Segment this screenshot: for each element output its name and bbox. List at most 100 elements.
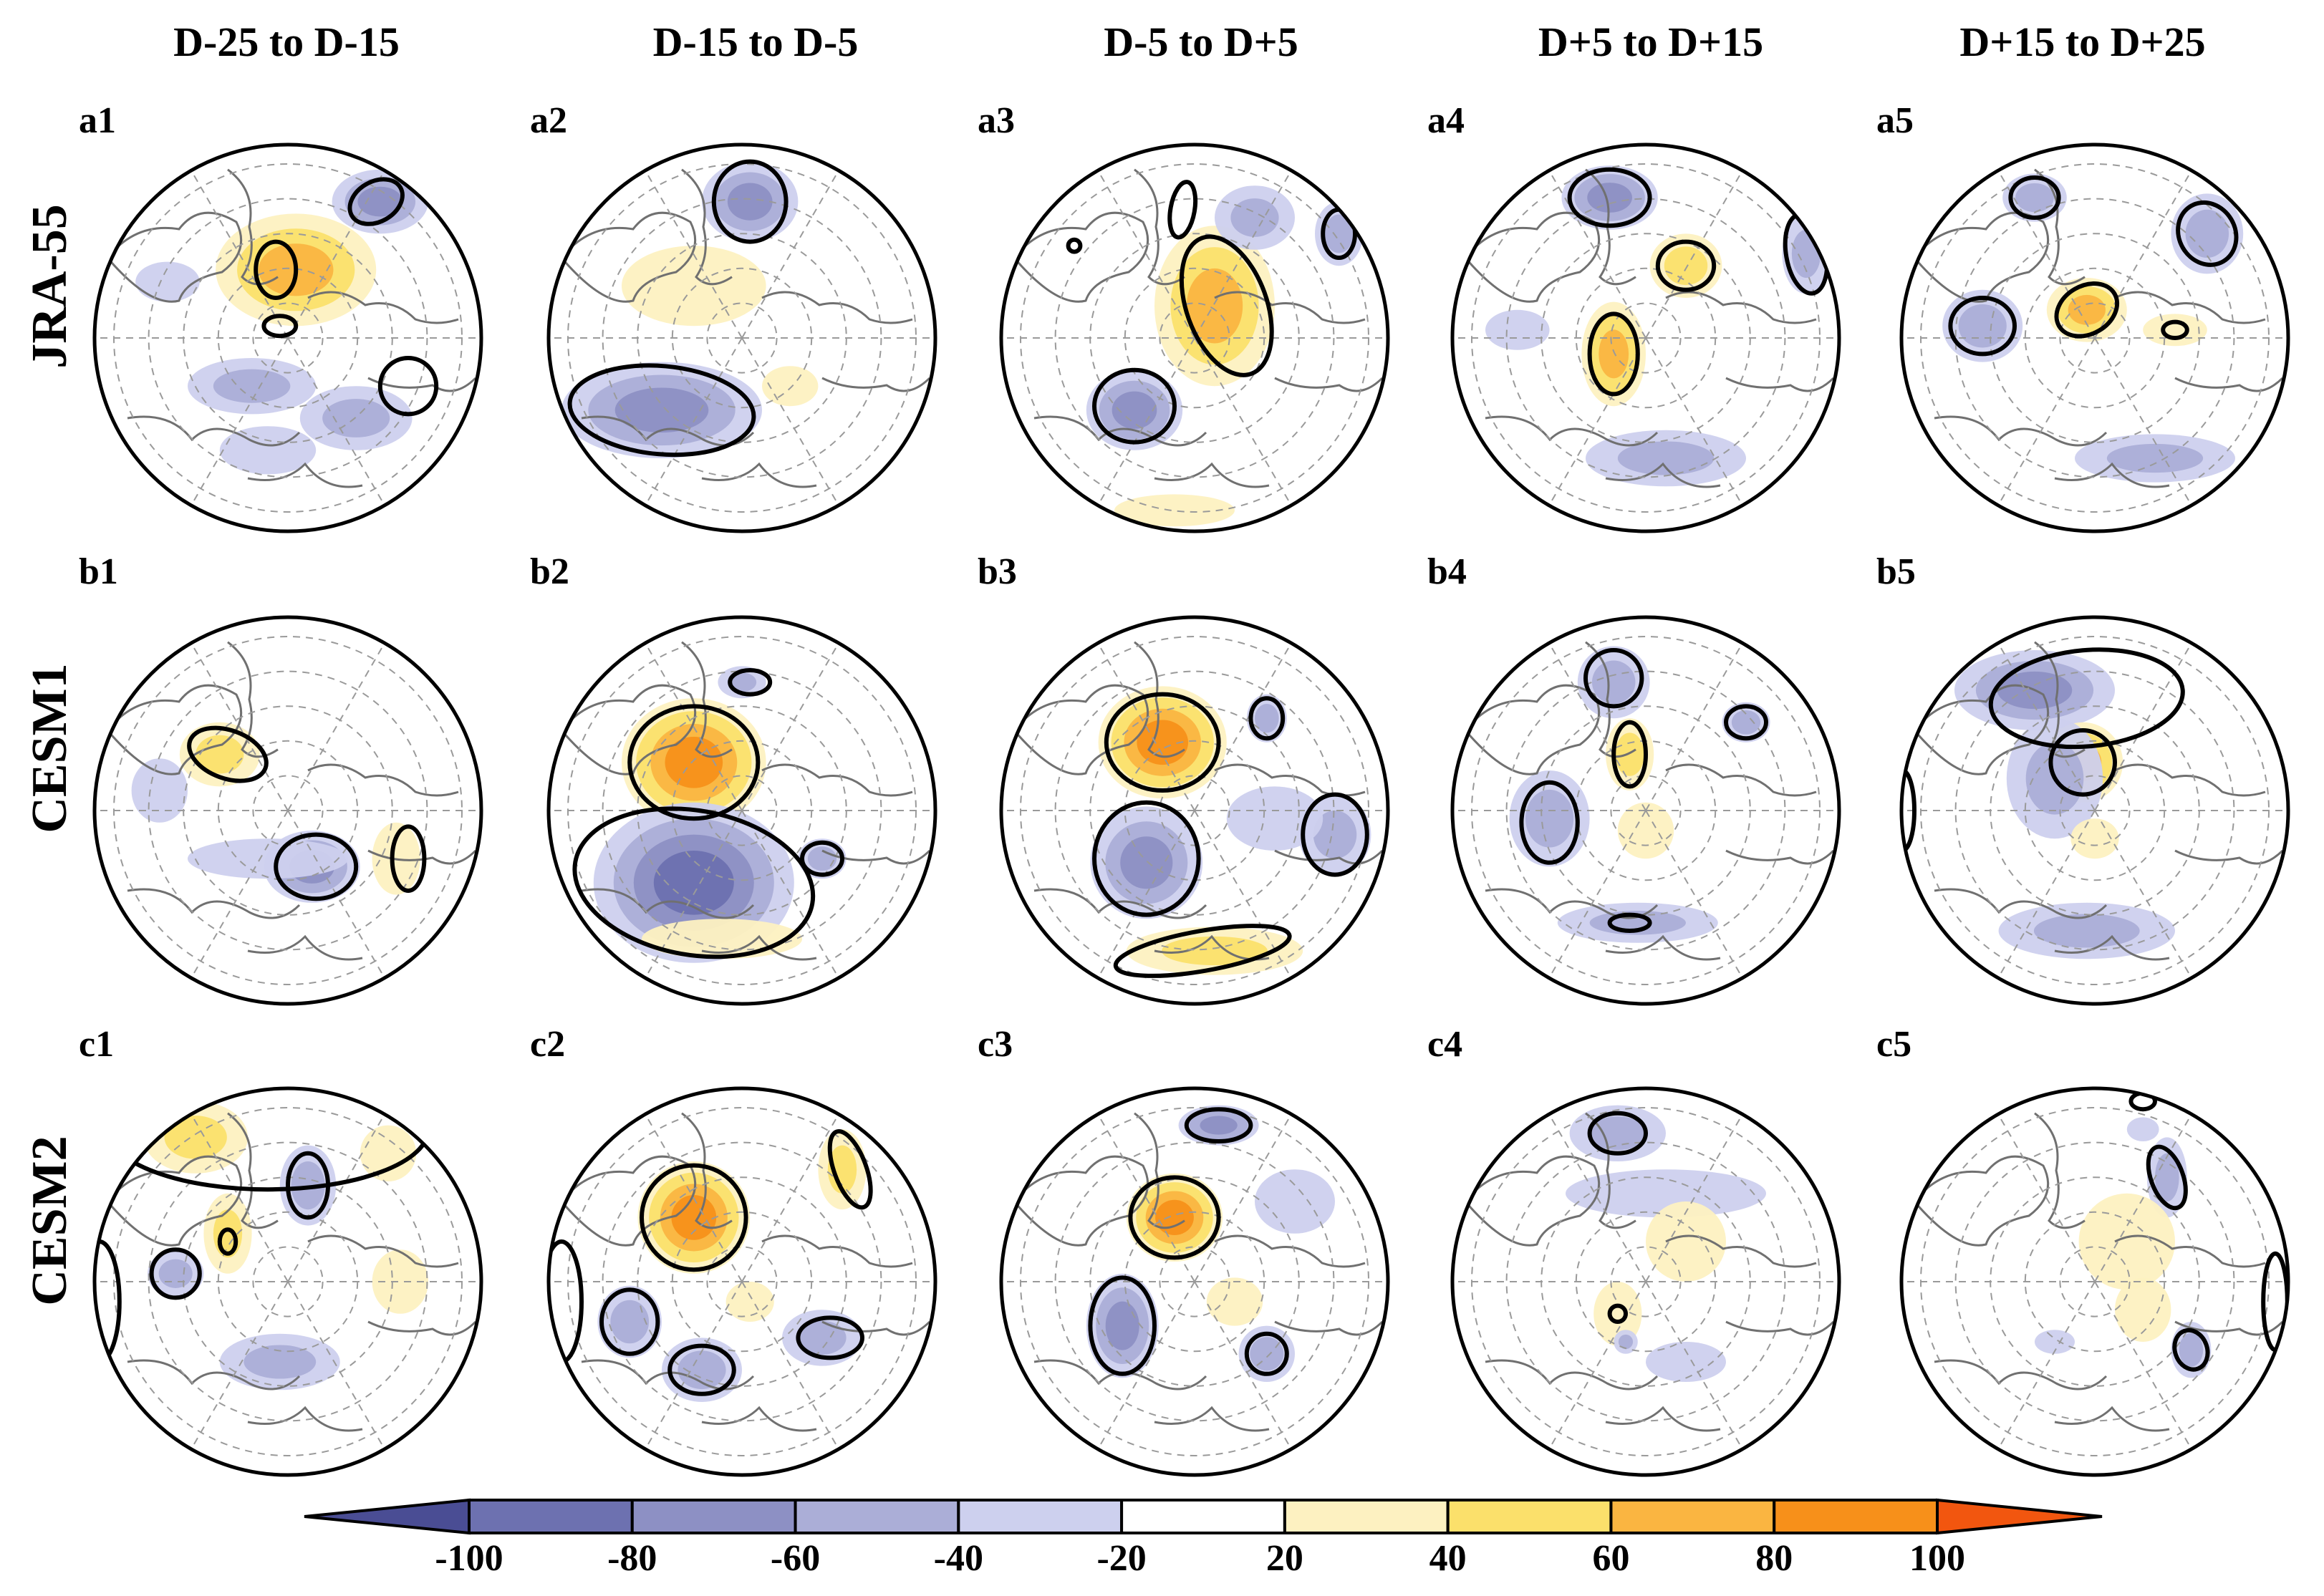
anomaly-shading (131, 758, 188, 823)
coastline-path (560, 1155, 697, 1247)
meridian-line (287, 337, 385, 506)
significance-contour (627, 704, 761, 821)
anomaly-shading (1593, 1282, 1642, 1346)
anomaly-shading (1313, 811, 1357, 859)
significance-contour (1611, 720, 1649, 789)
meridian-line (741, 337, 839, 506)
significance-contour (1128, 1175, 1221, 1260)
coastline-path (227, 1112, 279, 1229)
colorbar-tick-label: 80 (1755, 1538, 1793, 1579)
anomaly-shading (827, 1145, 857, 1194)
gridlines (1452, 1107, 1839, 1456)
coastline-path (127, 415, 301, 447)
map-panel (1450, 142, 1841, 533)
latitude-circle (1159, 302, 1230, 374)
anomaly-shading (158, 1259, 193, 1288)
gridlines (1001, 1107, 1388, 1456)
map-panel (92, 615, 483, 1006)
colorbar-tick-label: -20 (1096, 1538, 1146, 1579)
significance-contour (261, 314, 299, 339)
map-boundary (1899, 142, 2290, 533)
coastline-path (106, 1155, 243, 1247)
panel-label-b3: b3 (978, 551, 1017, 592)
meridian-line (191, 642, 289, 811)
meridian-line (191, 337, 289, 506)
coastline-path (1934, 1359, 2108, 1391)
latitude-circle (252, 302, 324, 374)
colorbar-segment (1283, 1499, 1450, 1534)
anomaly-shading (164, 1116, 227, 1159)
latitude-circle (1505, 198, 1786, 478)
anomaly-shading (357, 186, 403, 217)
colorbar-extend-min (304, 1498, 471, 1535)
latitude-circle (1159, 1246, 1230, 1317)
anomaly-shading (1324, 214, 1354, 253)
coastline-path (1934, 415, 2108, 447)
significance-contour (1301, 792, 1369, 877)
meridian-line (2094, 1113, 2192, 1282)
anomaly-shading (1206, 1277, 1263, 1326)
significance-contour (1607, 912, 1652, 934)
panel-label-a5: a5 (1876, 100, 1914, 141)
anomaly-shading (727, 183, 773, 221)
colorbar-tick-label: -80 (607, 1538, 657, 1579)
significance-contour (1567, 167, 1652, 228)
meridian-line (1097, 1113, 1195, 1282)
coastline-path (1934, 888, 2108, 919)
row-title-cesm2: CESM2 (22, 1136, 77, 1305)
coastlines (106, 168, 477, 488)
significance-contour (572, 806, 816, 959)
colorbar-segment (794, 1499, 960, 1534)
meridian-line (1548, 170, 1646, 339)
significance-contour (1587, 1111, 1649, 1156)
significance-contour (1948, 296, 2017, 357)
anomaly-shading (1731, 710, 1761, 735)
map-panel (999, 142, 1390, 533)
latitude-circle (1054, 1141, 1335, 1422)
anomaly-shading (188, 838, 348, 879)
map-boundary (1450, 615, 1841, 1006)
gridlines (1901, 163, 2288, 513)
anomaly-shading (1588, 1116, 1647, 1151)
panel-label-c4: c4 (1427, 1024, 1462, 1065)
latitude-circle (602, 1141, 882, 1422)
significance-contour (800, 840, 844, 877)
coastlines (1913, 168, 2284, 488)
coastlines (106, 641, 477, 961)
coastline-path (2034, 641, 2086, 758)
latitude-circle (252, 1246, 324, 1317)
anomaly-shading (1114, 494, 1235, 527)
coastline-path (1913, 684, 2050, 775)
significance-contour (1088, 1275, 1157, 1376)
anomaly-shading (1566, 1169, 1766, 1218)
panel-label-c3: c3 (978, 1024, 1013, 1065)
significance-contour (2172, 1327, 2210, 1372)
significance-contour (1066, 237, 1083, 254)
coastline-path (1585, 168, 1636, 286)
meridian-line (1548, 642, 1646, 811)
anomaly-shading (1155, 1199, 1194, 1236)
meridian-line (645, 642, 743, 811)
meridian-line (1194, 337, 1292, 506)
significance-contour (567, 363, 756, 458)
significance-contour (711, 159, 789, 244)
map-panel (546, 1086, 937, 1477)
coastline-path (2054, 462, 2170, 488)
anomaly-shading (1112, 391, 1157, 429)
meridian-line (1997, 810, 2096, 979)
panel-label-c1: c1 (79, 1024, 114, 1065)
significance-contour (1655, 239, 1717, 292)
coastline-path (1485, 415, 1659, 447)
meridian-line (1548, 1113, 1646, 1282)
meridian-line (1097, 337, 1195, 506)
coastline-path (1134, 1112, 1185, 1229)
map-panel (1450, 1086, 1841, 1477)
latitude-circle (1954, 1141, 2235, 1422)
meridian-line (741, 642, 839, 811)
meridian-line (1645, 1113, 1743, 1282)
coastline-path (127, 888, 301, 919)
anomaly-shading (807, 846, 837, 871)
coastline-path (1725, 849, 1835, 865)
latitude-circle (602, 670, 882, 951)
meridian-line (1997, 1281, 2096, 1450)
